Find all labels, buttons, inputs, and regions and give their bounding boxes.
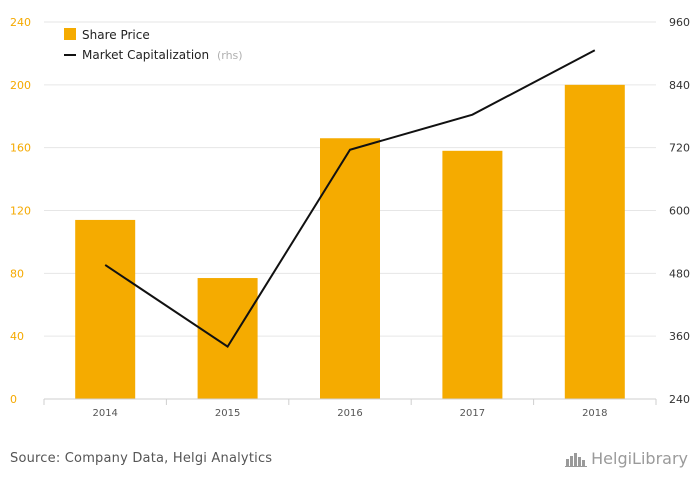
bar	[320, 138, 380, 399]
bar	[197, 278, 258, 399]
brand-name: HelgiLibrary	[591, 449, 688, 468]
left-tick-label: 40	[10, 330, 24, 343]
left-tick-label: 240	[10, 16, 31, 29]
legend-label-share-price: Share Price	[82, 28, 150, 42]
x-tick-label: 2018	[582, 408, 607, 419]
right-tick-label: 720	[669, 142, 690, 155]
legend-rhs-note: (rhs)	[217, 49, 243, 62]
x-axis: 2014 2015 2016 2017 2018	[43, 398, 657, 419]
left-axis: 0 40 80 120 160 200 240	[10, 16, 31, 406]
left-tick-label: 200	[10, 79, 31, 92]
left-tick-label: 160	[10, 142, 31, 155]
source-note: Source: Company Data, Helgi Analytics	[10, 451, 273, 466]
right-tick-label: 840	[669, 79, 690, 92]
right-tick-label: 960	[669, 16, 690, 29]
line-series	[104, 49, 596, 349]
legend: Share Price Market Capitalization (rhs)	[64, 28, 243, 62]
right-tick-label: 480	[669, 267, 690, 280]
bar-series	[75, 84, 625, 399]
left-tick-label: 0	[10, 393, 17, 406]
x-tick-label: 2017	[460, 408, 485, 419]
right-tick-label: 600	[669, 205, 690, 218]
left-tick-label: 120	[10, 205, 31, 218]
bar	[75, 219, 136, 399]
legend-label-market-cap-text: Market Capitalization	[82, 48, 209, 62]
legend-swatch-share-price	[64, 28, 76, 40]
x-tick-label: 2014	[92, 408, 117, 419]
helgi-logo-icon	[565, 452, 588, 467]
x-tick-label: 2015	[215, 408, 240, 419]
legend-label-market-cap: Market Capitalization (rhs)	[82, 48, 243, 62]
left-tick-label: 80	[10, 267, 24, 280]
bar	[564, 84, 625, 399]
brand: HelgiLibrary	[565, 449, 688, 468]
bar	[442, 150, 503, 399]
right-axis: 240 360 480 600 720 840 960	[669, 16, 690, 406]
right-tick-label: 240	[669, 393, 690, 406]
x-tick-label: 2016	[337, 408, 362, 419]
right-tick-label: 360	[669, 330, 690, 343]
